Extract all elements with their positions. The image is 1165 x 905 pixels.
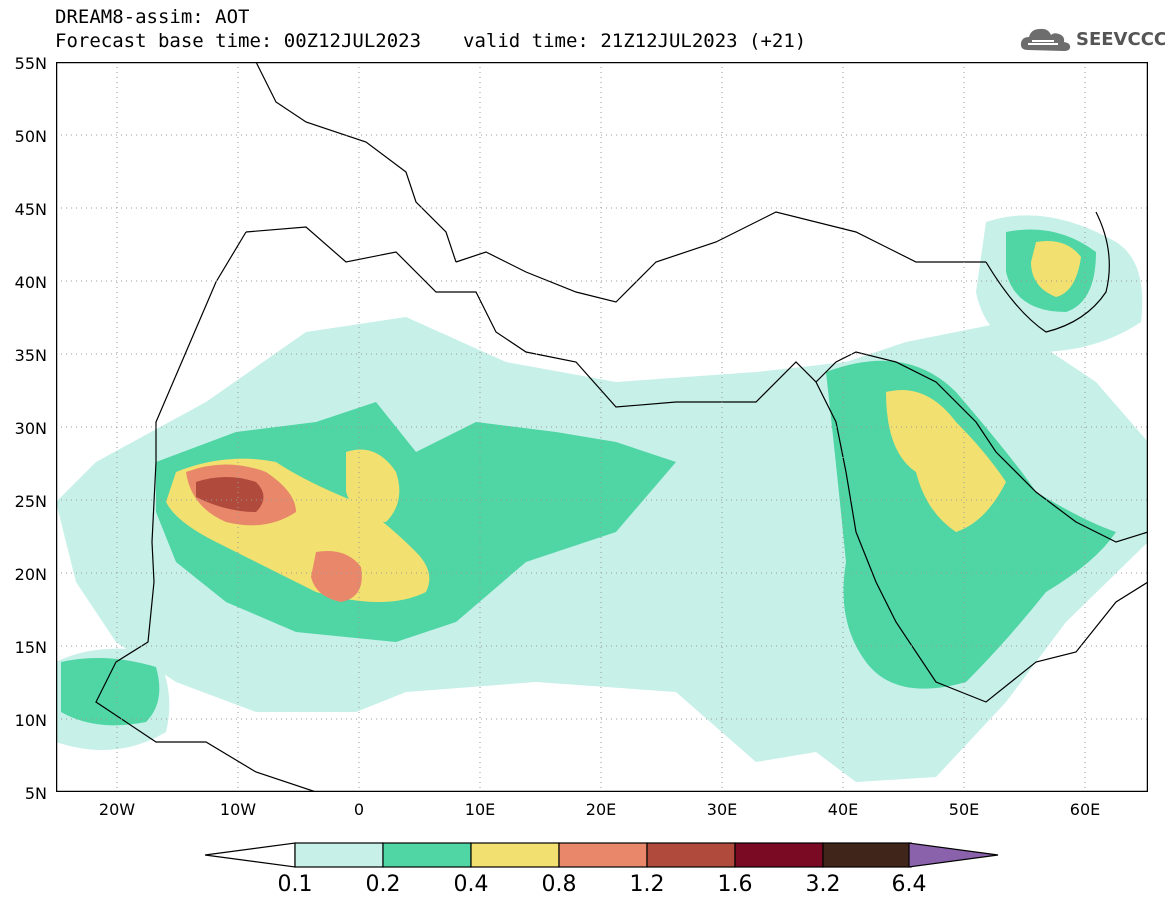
colorbar-cell bbox=[470, 842, 560, 868]
lon-label: 40E bbox=[827, 800, 859, 819]
colorbar-over-arrow bbox=[908, 842, 999, 868]
lat-label: 35N bbox=[14, 346, 47, 365]
colorbar-label: 0.2 bbox=[365, 872, 401, 897]
logo-text: SEEVCCC bbox=[1076, 29, 1165, 50]
lat-label: 15N bbox=[14, 638, 47, 657]
lon-label: 0 bbox=[353, 800, 365, 819]
colorbar-cell bbox=[294, 842, 384, 868]
lon-label: 20E bbox=[585, 800, 617, 819]
lon-label: 20W bbox=[98, 800, 136, 819]
lat-label: 30N bbox=[14, 419, 47, 438]
colorbar-cell bbox=[646, 842, 736, 868]
map-title: DREAM8-assim: AOT bbox=[55, 6, 250, 28]
coastlines bbox=[95, 62, 1148, 792]
base-time: Forecast base time: 00Z12JUL2023 bbox=[55, 30, 422, 52]
seevccc-logo: SEEVCCC bbox=[1018, 24, 1165, 54]
lat-label: 25N bbox=[14, 492, 47, 511]
lat-label: 45N bbox=[14, 200, 47, 219]
lon-label: 10E bbox=[464, 800, 496, 819]
forecast-times: Forecast base time: 00Z12JUL2023 valid ti… bbox=[55, 30, 806, 52]
colorbar-cell bbox=[822, 842, 912, 868]
lon-label: 50E bbox=[948, 800, 980, 819]
colorbar-label: 1.2 bbox=[629, 872, 665, 897]
lat-label: 10N bbox=[14, 711, 47, 730]
colorbar-under-arrow bbox=[205, 842, 296, 868]
aot-map bbox=[56, 62, 1148, 792]
lat-label: 40N bbox=[14, 273, 47, 292]
lon-label: 10W bbox=[219, 800, 257, 819]
colorbar-label: 1.6 bbox=[717, 872, 753, 897]
colorbar-label: 0.4 bbox=[453, 872, 489, 897]
map-frame bbox=[56, 62, 1148, 792]
lon-label: 60E bbox=[1069, 800, 1101, 819]
lat-label: 55N bbox=[14, 54, 47, 73]
cloud-icon bbox=[1020, 28, 1071, 51]
colorbar-cell bbox=[382, 842, 472, 868]
colorbar-label: 6.4 bbox=[891, 872, 927, 897]
lat-label: 5N bbox=[24, 784, 47, 803]
colorbar-cell bbox=[558, 842, 648, 868]
lat-label: 20N bbox=[14, 565, 47, 584]
colorbar-label: 3.2 bbox=[805, 872, 841, 897]
colorbar-label: 0.8 bbox=[541, 872, 577, 897]
lon-label: 30E bbox=[706, 800, 738, 819]
aot-contours bbox=[56, 215, 1148, 782]
graticule bbox=[56, 62, 1148, 792]
colorbar-label: 0.1 bbox=[277, 872, 313, 897]
colorbar-cell bbox=[734, 842, 824, 868]
valid-time: valid time: 21Z12JUL2023 (+21) bbox=[463, 30, 807, 52]
lat-label: 50N bbox=[14, 127, 47, 146]
colorbar bbox=[205, 842, 999, 868]
